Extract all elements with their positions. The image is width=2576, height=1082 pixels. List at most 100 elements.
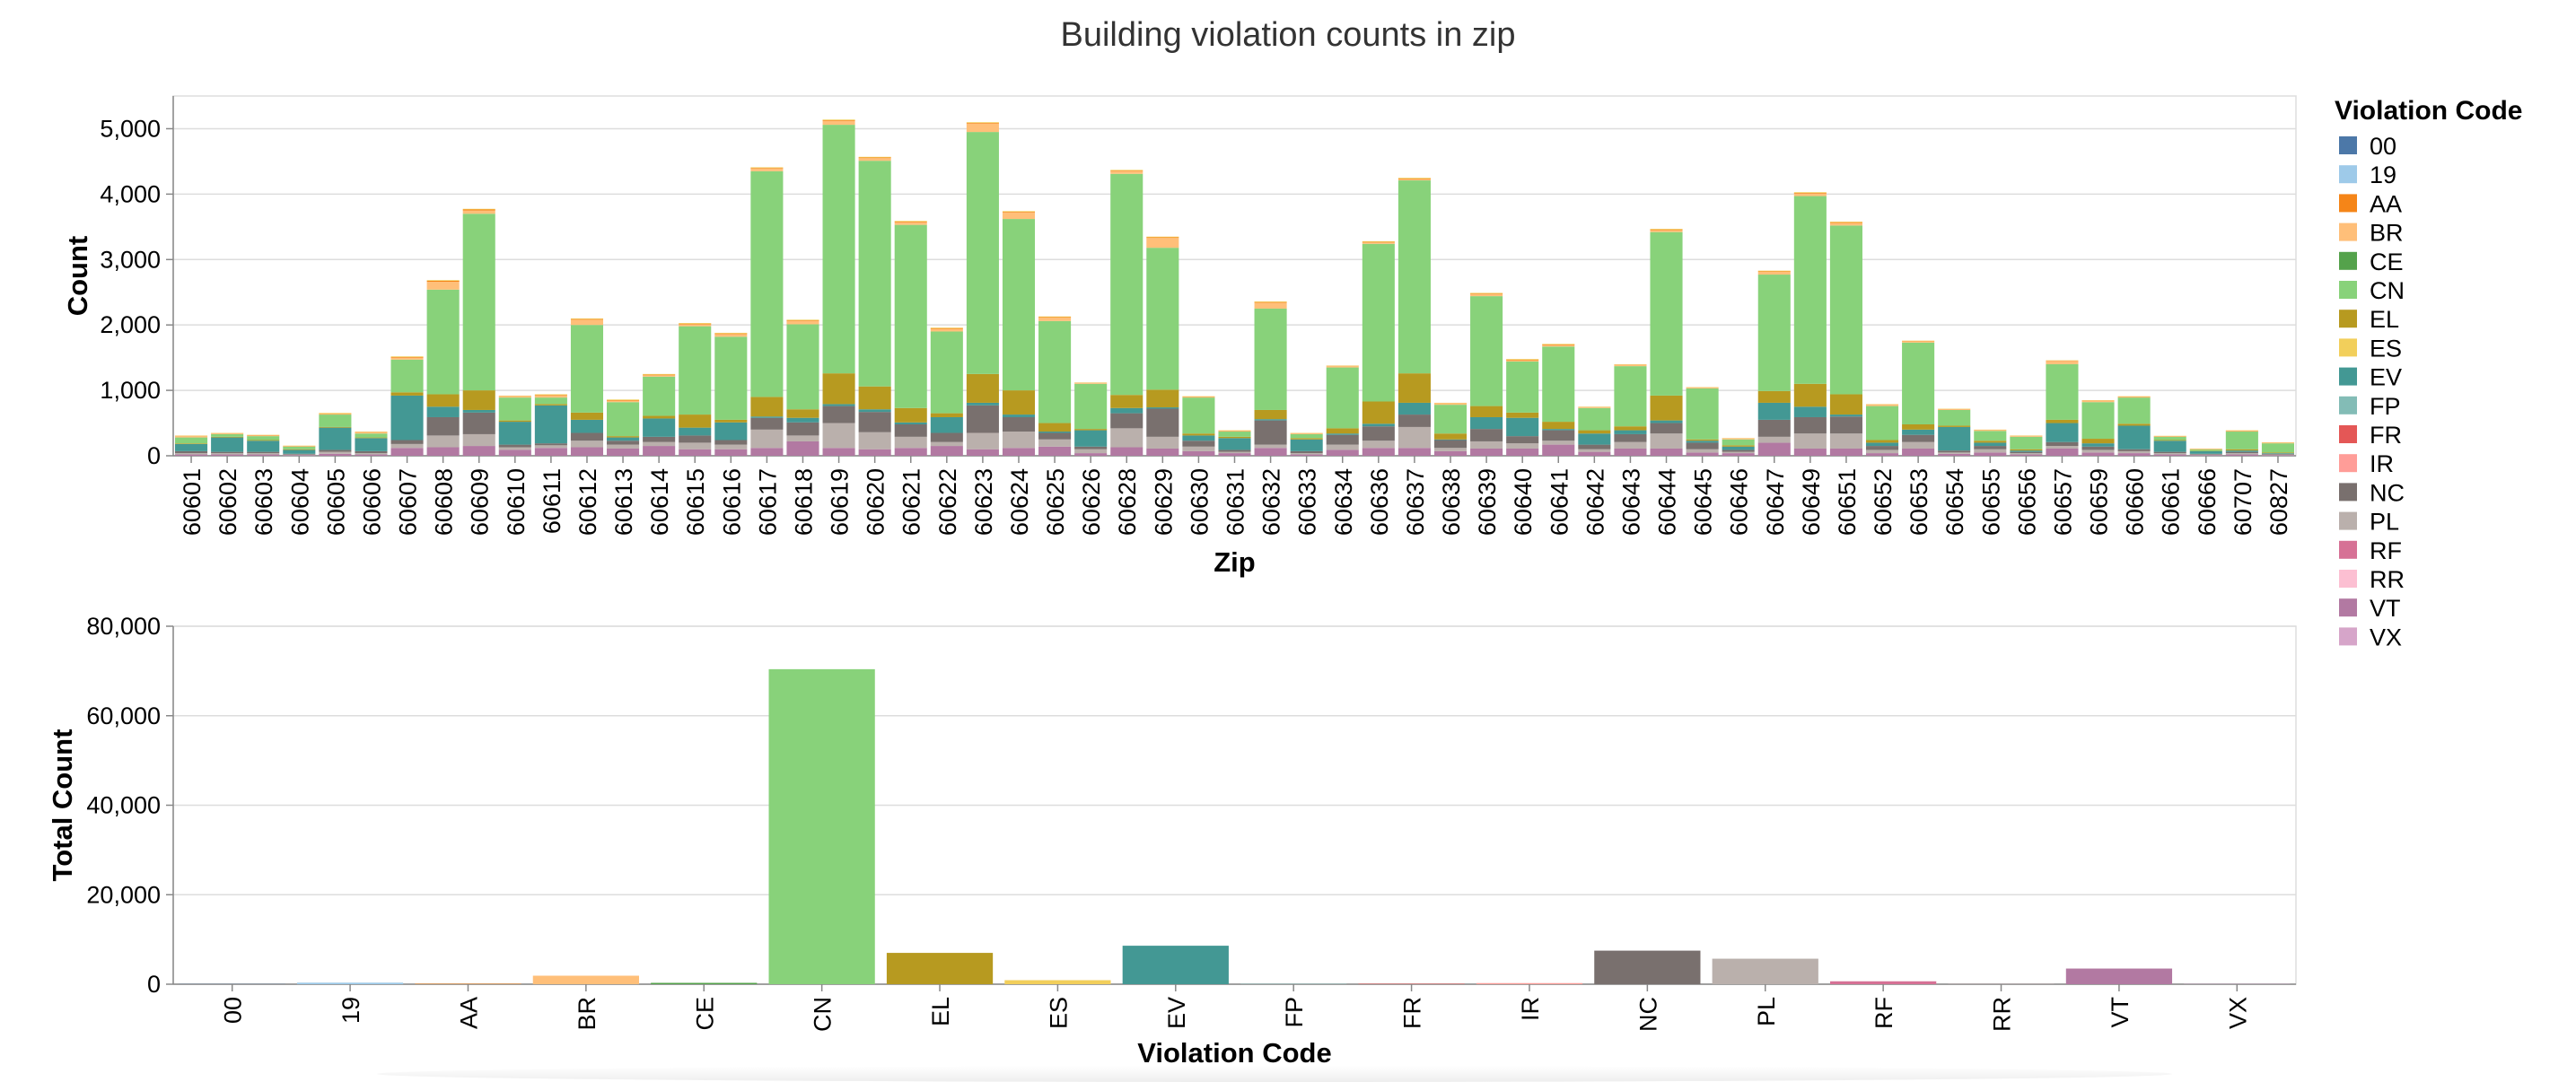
bar-segment-cn [1038,320,1072,423]
zip-tick-label: 60649 [1798,468,1825,536]
bar-segment-es [462,208,495,210]
bar-segment-nc [1146,408,1179,437]
bar-segment-nc [2153,451,2186,454]
zip-tick-label: 60643 [1617,468,1644,536]
bar-segment-el [1938,425,1971,427]
bar-segment-cn [858,161,891,387]
legend-label-fr: FR [2370,422,2402,449]
bar-segment-cn [1686,388,1719,440]
bottom-y-tick-label: 40,000 [86,792,161,819]
bar-segment-vt [175,454,208,456]
bar-segment-br [2046,361,2079,364]
legend-label-br: BR [2370,220,2404,247]
bar-segment-br [1757,272,1791,275]
total-bar-el [886,953,994,984]
bar-segment-nc [390,440,424,444]
legend-title: Violation Code [2335,96,2522,126]
bar-segment-ev [894,422,927,425]
bar-segment-pl [966,432,999,449]
bar-segment-ev [2153,441,2186,452]
bar-segment-es [319,413,352,414]
bar-segment-pl [2081,449,2115,453]
bar-segment-es [679,322,712,324]
bar-segment-ev [2010,450,2043,452]
bar-segment-ev [2225,450,2258,452]
bar-segment-el [1218,436,1251,439]
bar-segment-br [714,334,748,337]
bar-segment-el [1470,406,1503,417]
bar-segment-pl [1002,432,1036,449]
bar-segment-vt [1254,448,1287,456]
zip-tick-label: 60656 [2013,468,2040,536]
code-tick-label: FR [1399,997,1426,1029]
zip-tick-label: 60641 [1546,468,1573,536]
bar-segment-aa [1793,192,1827,194]
bar-segment-ev [1829,414,1862,417]
legend-swatch-vx [2339,627,2357,646]
bar-segment-vt [1902,448,1935,456]
bar-segment-pl [1974,449,2007,453]
bar-segment-pl [2225,453,2258,455]
bar-segment-br [1038,318,1072,321]
bar-segment-el [679,414,712,428]
bar-segment-pl [1902,441,1935,449]
bar-segment-ev [822,404,855,406]
bar-segment-nc [786,422,819,436]
legend-swatch-00 [2339,136,2357,154]
bar-segment-el [1290,438,1323,440]
bar-segment-pl [786,435,819,441]
bar-segment-nc [570,432,604,441]
zip-tick-label: 60659 [2086,468,2113,536]
bar-segment-ev [786,417,819,423]
legend-label-vx: VX [2370,624,2402,650]
zip-tick-label: 60624 [1006,468,1033,536]
bar-segment-pl [498,447,531,450]
bottom-x-axis-title: Violation Code [1137,1037,1331,1069]
bar-segment-aa [1110,170,1143,171]
bar-segment-aa [750,168,784,169]
bar-segment-pl [1722,451,1755,454]
bar-segment-br [1506,360,1539,362]
bar-segment-br [2010,436,2043,437]
bar-segment-vt [2046,448,2079,456]
bar-segment-pl [1938,452,1971,454]
bar-segment-ev [1146,407,1179,409]
bar-segment-br [643,375,676,377]
bar-segment-nc [714,440,748,445]
bar-segment-vt [1974,452,2007,456]
legend-swatch-19 [2339,165,2357,184]
bar-segment-vt [2010,454,2043,456]
bar-segment-nc [355,450,388,454]
total-bar-ir [1476,982,1583,984]
bar-segment-nc [822,406,855,423]
legend-label-fp: FP [2370,393,2401,420]
bar-segment-ev [1002,414,1036,417]
legend-swatch-br [2339,223,2357,241]
bar-segment-br [679,324,712,327]
bar-segment-aa [822,119,855,121]
code-tick-label: EV [1163,997,1190,1029]
bar-segment-nc [2225,451,2258,454]
bar-segment-cn [750,170,784,397]
bar-segment-vt [643,446,676,456]
zip-tick-label: 60634 [1330,468,1357,536]
bar-segment-cn [930,331,963,414]
bar-segment-br [1793,193,1827,196]
bar-segment-ev [1433,439,1468,441]
legend-label-ev: EV [2370,364,2402,391]
bar-segment-ev [498,422,531,445]
bar-segment-nc [1829,416,1862,434]
bar-segment-ev [1506,417,1539,437]
bar-segment-pl [2046,446,2079,449]
bar-segment-cn [2261,443,2294,453]
legend-label-00: 00 [2370,133,2396,160]
bar-segment-br [1254,302,1287,309]
bar-segment-ev [643,418,676,437]
bar-segment-nc [894,424,927,437]
bar-segment-nc [2046,441,2079,447]
bar-segment-ev [283,449,316,454]
zip-tick-label: 60621 [898,468,925,536]
bar-segment-es [607,399,640,401]
zip-tick-label: 60642 [1582,468,1608,536]
bar-segment-nc [283,453,316,455]
